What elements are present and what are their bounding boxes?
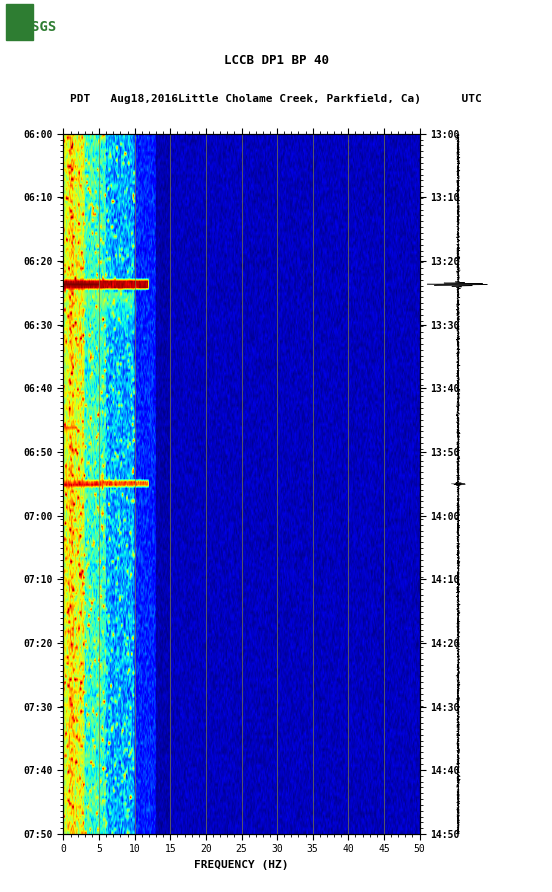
- Text: LCCB DP1 BP 40: LCCB DP1 BP 40: [224, 54, 328, 67]
- Text: PDT   Aug18,2016Little Cholame Creek, Parkfield, Ca)      UTC: PDT Aug18,2016Little Cholame Creek, Park…: [70, 94, 482, 103]
- Bar: [6, 4, 33, 40]
- X-axis label: FREQUENCY (HZ): FREQUENCY (HZ): [194, 860, 289, 870]
- Text: USGS: USGS: [6, 20, 56, 34]
